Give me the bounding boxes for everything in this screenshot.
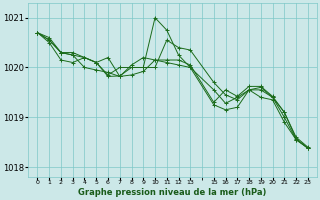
X-axis label: Graphe pression niveau de la mer (hPa): Graphe pression niveau de la mer (hPa)	[78, 188, 267, 197]
